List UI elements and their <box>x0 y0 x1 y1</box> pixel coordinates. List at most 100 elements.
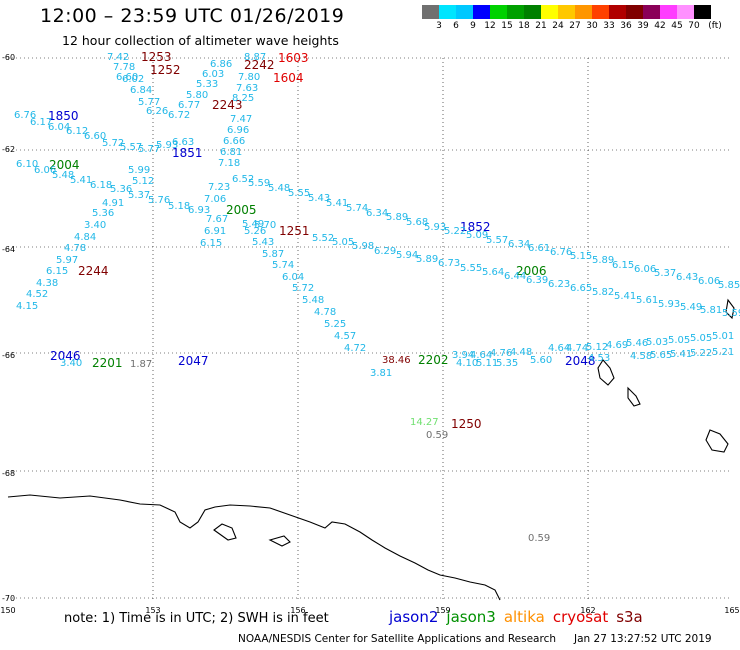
wave-height-value: 7.78 <box>113 62 135 73</box>
wave-height-value: 5.11 <box>476 358 498 369</box>
legend-swatch <box>592 5 609 19</box>
legend-label: 6 <box>453 21 459 31</box>
pass-time-label: 1252 <box>150 63 181 77</box>
wave-height-value: 5.55 <box>460 263 482 274</box>
wave-height-value: 5.43 <box>252 237 274 248</box>
pass-time-label: 2244 <box>78 264 109 278</box>
wave-height-value: 5.59 <box>722 308 740 319</box>
satellite-s3a: s3a <box>616 608 643 626</box>
wave-height-value: 4.52 <box>26 289 48 300</box>
legend-swatch <box>558 5 575 19</box>
wave-height-value: 6.06 <box>698 276 720 287</box>
wave-height-value: 5.74 <box>346 203 368 214</box>
wave-height-value: 5.52 <box>312 233 334 244</box>
wave-height-value: 6.43 <box>676 272 698 283</box>
wave-height-value: 6.34 <box>508 239 530 250</box>
wave-height-value: 5.49 <box>242 219 264 230</box>
y-tick-label: -68 <box>2 469 15 478</box>
wave-height-value: 5.05 <box>332 237 354 248</box>
wave-height-value: 6.04 <box>282 272 304 283</box>
pass-time-label: 2202 <box>418 353 449 367</box>
wave-height-value: 6.06 <box>634 264 656 275</box>
wave-height-value: 5.99 <box>128 165 150 176</box>
wave-height-value: 6.52 <box>232 174 254 185</box>
wave-height-value: 6.17 <box>30 117 52 128</box>
legend-swatch <box>575 5 592 19</box>
pass-time-label: 2048 <box>565 354 596 368</box>
legend-swatch <box>677 5 694 19</box>
wave-height-value: 6.10 <box>16 159 38 170</box>
wave-height-value: 5.60 <box>530 355 552 366</box>
wave-height-value: 3.40 <box>60 358 82 369</box>
pass-time-label: 1250 <box>451 417 482 431</box>
wave-height-value: 7.23 <box>208 182 230 193</box>
wave-height-value: 6.93 <box>188 205 210 216</box>
wave-height-value: 5.41 <box>70 175 92 186</box>
wave-height-value: 4.74 <box>566 343 588 354</box>
wave-height-value: 5.48 <box>52 170 74 181</box>
wave-height-value: 5.61 <box>636 295 658 306</box>
wave-height-value: 6.63 <box>172 137 194 148</box>
wave-height-value: 5.12 <box>132 176 154 187</box>
wave-height-value: 4.53 <box>588 353 610 364</box>
wave-height-value: 4.78 <box>314 307 336 318</box>
wave-height-value: 4.15 <box>16 301 38 312</box>
wave-height-value: 5.68 <box>406 217 428 228</box>
wave-height-value: 7.67 <box>206 214 228 225</box>
wave-height-value: 5.36 <box>110 184 132 195</box>
legend-label: 3 <box>436 21 442 31</box>
wave-height-value: 6.81 <box>220 147 242 158</box>
wave-height-value: 6.02 <box>122 74 144 85</box>
pass-time-label: 2006 <box>516 264 547 278</box>
pass-time-label: 2243 <box>212 98 243 112</box>
wave-height-value: 6.91 <box>204 226 226 237</box>
x-tick-label: 150 <box>0 606 15 615</box>
satellite-legend: jason2 jason3 altika cryosat s3a <box>389 608 651 626</box>
pass-time-label: 2005 <box>226 203 257 217</box>
legend-label: 70 <box>688 21 700 31</box>
legend-swatch <box>660 5 677 19</box>
wave-height-value: 5.81 <box>700 305 722 316</box>
wave-height-value: 14.27 <box>410 417 439 428</box>
wave-height-value: 6.84 <box>130 85 152 96</box>
wave-height-value: 6.76 <box>550 247 572 258</box>
y-tick-label: -66 <box>2 351 15 360</box>
wave-height-value: 3.81 <box>370 368 392 379</box>
legend-label: 27 <box>569 21 581 31</box>
wave-height-value: 5.25 <box>324 319 346 330</box>
wave-height-value: 38.46 <box>382 355 411 366</box>
y-axis-ticks: -60 -62 -64 -66 -68 -70 <box>2 53 15 603</box>
wave-height-value: 8.87 <box>244 52 266 63</box>
pass-time-label: 1851 <box>172 146 203 160</box>
wave-height-value: 6.65 <box>570 283 592 294</box>
satellite-cryosat: cryosat <box>552 608 609 626</box>
legend-label: 30 <box>586 21 598 31</box>
wave-height-value: 5.94 <box>396 250 418 261</box>
legend-swatch <box>422 5 439 19</box>
pass-time-label: 1604 <box>273 71 304 85</box>
credit-line: NOAA/NESDIS Center for Satellite Applica… <box>238 633 712 645</box>
legend-label: 15 <box>501 21 513 31</box>
x-tick-label: 153 <box>145 606 160 615</box>
wave-height-value: 5.15 <box>570 251 592 262</box>
wave-height-value: 5.37 <box>654 268 676 279</box>
wave-height-value: 5.77 <box>138 97 160 108</box>
wave-height-value: 1.87 <box>130 359 152 370</box>
wave-height-value: 6.60 <box>116 72 138 83</box>
wave-height-value: 8.25 <box>232 93 254 104</box>
legend-label: 45 <box>671 21 683 31</box>
legend-swatch <box>643 5 660 19</box>
wave-height-value: 3.94 <box>452 350 474 361</box>
legend-label: 42 <box>654 21 666 31</box>
y-tick-label: -70 <box>2 594 15 603</box>
wave-height-value: 5.74 <box>272 260 294 271</box>
wave-height-value: 6.03 <box>202 69 224 80</box>
wave-height-value: 5.89 <box>386 212 408 223</box>
satellite-jason2: jason2 <box>389 608 439 626</box>
wave-height-value: 5.46 <box>626 338 648 349</box>
wave-height-value: 6.72 <box>168 110 190 121</box>
wave-height-values: 7.427.786.606.026.845.776.26 6.726.775.80… <box>14 52 740 544</box>
legend-unit: (ft) <box>708 21 722 31</box>
map-title: 12:00 – 23:59 UTC 01/26/2019 <box>40 5 345 27</box>
